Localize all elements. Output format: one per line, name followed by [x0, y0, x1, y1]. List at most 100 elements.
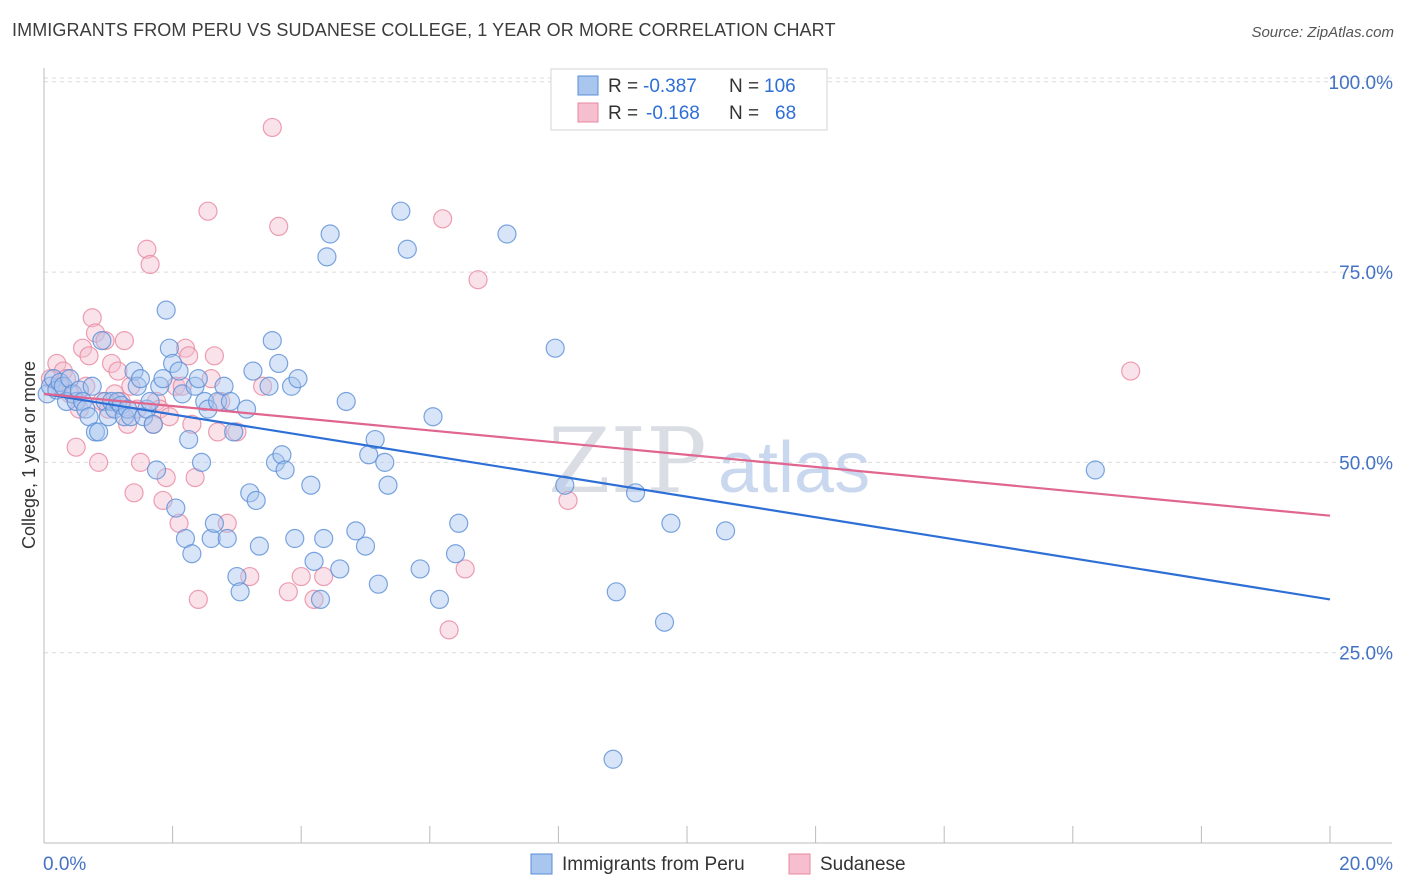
peru-point	[179, 429, 199, 450]
peru-point	[98, 407, 118, 427]
peru-point	[143, 414, 163, 434]
sudanese-points	[40, 117, 1141, 640]
peru-point	[346, 521, 366, 541]
peru-point	[243, 361, 263, 381]
stats-r-value-sudanese: -0.168	[646, 103, 700, 124]
peru-point	[545, 338, 565, 358]
peru-point	[497, 224, 517, 244]
sudanese-point	[108, 361, 128, 381]
y-tick-labels: 25.0% 50.0% 75.0% 100.0%	[1329, 73, 1394, 665]
sudanese-point	[188, 589, 208, 610]
source-label: Source: ZipAtlas.com	[1251, 24, 1394, 41]
sudanese-point	[66, 437, 86, 457]
peru-point	[246, 490, 266, 511]
peru-point	[92, 330, 112, 351]
peru-point	[410, 559, 430, 579]
sudanese-point	[140, 254, 160, 275]
sudanese-point	[558, 490, 578, 511]
peru-point	[153, 369, 173, 389]
y-axis-label: College, 1 year or more	[19, 361, 39, 549]
sudanese-point	[182, 414, 202, 434]
peru-point	[661, 513, 681, 533]
peru-point	[262, 330, 282, 351]
sudanese-point	[439, 620, 459, 640]
peru-point	[275, 460, 295, 480]
peru-point	[159, 338, 179, 358]
sudanese-point	[455, 559, 475, 579]
peru-point	[288, 369, 308, 389]
stats-swatch-peru	[577, 75, 599, 96]
y-tick-label: 100.0%	[1329, 73, 1394, 94]
stats-n-value-peru: 106	[764, 76, 796, 97]
sudanese-point	[198, 201, 218, 221]
peru-point	[285, 528, 305, 549]
peru-point	[445, 544, 466, 564]
peru-point	[330, 559, 350, 579]
peru-point	[375, 452, 395, 472]
peru-point	[391, 201, 411, 221]
peru-point	[201, 528, 221, 549]
peru-point	[449, 513, 469, 533]
peru-point	[166, 498, 186, 518]
peru-point	[50, 372, 70, 393]
y-tick-label: 75.0%	[1339, 263, 1393, 284]
sudanese-point	[304, 589, 324, 610]
legend-label-sudanese[interactable]: Sudanese	[820, 854, 906, 875]
y-tick-label: 25.0%	[1339, 644, 1393, 665]
stats-r-value-peru: -0.387	[643, 76, 697, 97]
peru-point	[169, 361, 189, 381]
peru-point	[1085, 460, 1105, 480]
sudanese-point	[208, 422, 228, 442]
axes	[43, 68, 1392, 844]
peru-point	[301, 475, 321, 495]
stats-r-label-peru: R =	[608, 76, 638, 97]
sudanese-point	[82, 308, 102, 328]
peru-point	[89, 422, 109, 442]
trend-lines	[43, 392, 1331, 601]
sudanese-point	[291, 566, 311, 587]
sudanese-point	[159, 407, 179, 427]
sudanese-point	[204, 346, 224, 366]
sudanese-point	[253, 376, 273, 396]
stats-swatch-sudanese	[577, 102, 599, 123]
x-tick-label-min: 0.0%	[43, 854, 86, 875]
peru-point	[259, 376, 279, 396]
peru-point	[236, 399, 257, 419]
peru-point	[204, 513, 224, 533]
sudanese-point	[130, 452, 151, 472]
peru-point	[269, 353, 289, 374]
peru-point	[182, 544, 202, 564]
peru-point	[163, 353, 183, 374]
peru-point	[146, 460, 167, 480]
sudanese-point	[468, 270, 488, 290]
peru-point	[82, 376, 102, 396]
peru-point	[320, 224, 340, 244]
peru-point	[654, 612, 675, 632]
legend-label-peru[interactable]: Immigrants from Peru	[562, 854, 745, 875]
peru-point	[423, 407, 443, 427]
peru-point	[230, 582, 250, 602]
peru-point	[191, 452, 212, 472]
sudanese-point	[79, 346, 99, 366]
peru-point	[124, 361, 144, 381]
peru-point	[378, 475, 398, 495]
chart-title: IMMIGRANTS FROM PERU VS SUDANESE COLLEGE…	[12, 20, 836, 40]
sudanese-point	[314, 566, 334, 587]
stats-n-value-sudanese: 68	[775, 103, 796, 124]
peru-point	[240, 483, 260, 503]
sudanese-point	[85, 323, 106, 343]
legend-swatch-peru[interactable]	[530, 853, 553, 875]
sudanese-point	[269, 216, 289, 237]
peru-point	[272, 445, 292, 465]
peru-point	[130, 369, 151, 389]
sudanese-point	[262, 117, 282, 138]
sudanese-trend-line	[43, 392, 1331, 517]
peru-point	[603, 749, 623, 769]
sudanese-point	[156, 468, 176, 488]
sudanese-point	[179, 346, 199, 366]
legend-swatch-sudanese[interactable]	[788, 853, 811, 875]
peru-point	[365, 429, 385, 450]
legend: Immigrants from Peru Sudanese	[530, 853, 906, 875]
peru-point	[220, 391, 241, 412]
